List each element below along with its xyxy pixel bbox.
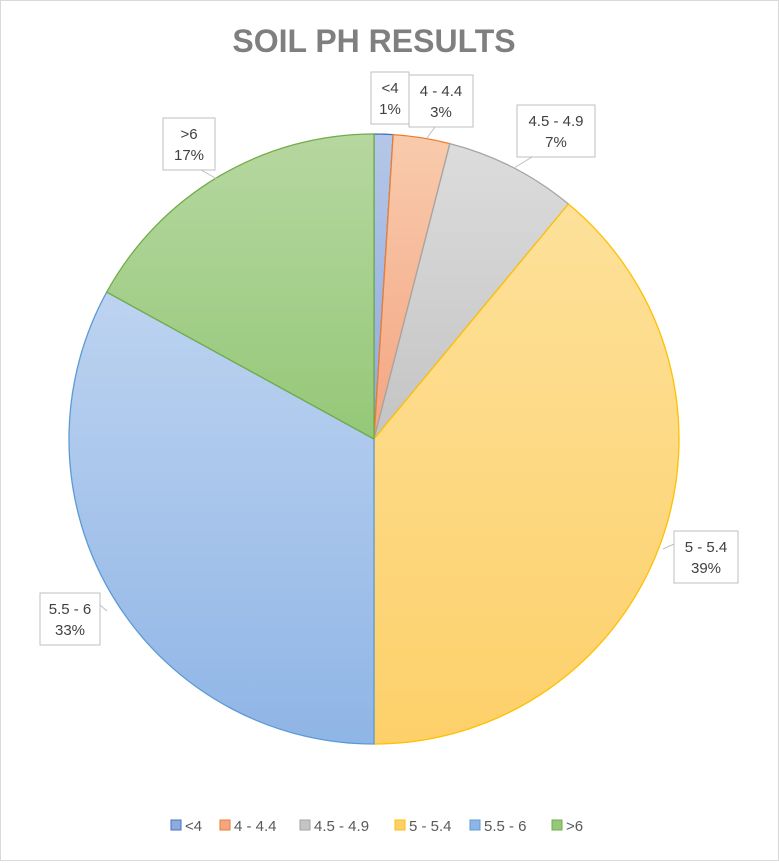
legend-label: 4 - 4.4 — [234, 818, 277, 835]
data-label-percent: 39% — [691, 560, 721, 577]
legend-label: 4.5 - 4.9 — [314, 818, 369, 835]
legend-item-6: >6 — [551, 818, 583, 835]
data-label-percent: 17% — [174, 147, 204, 164]
slice-5 — [68, 291, 375, 745]
data-label-3: 4.5 - 4.9 7% — [513, 104, 596, 169]
legend-swatch — [170, 819, 182, 831]
legend-swatch — [551, 819, 563, 831]
data-label-category: <4 — [381, 80, 398, 97]
legend-swatch — [394, 819, 406, 831]
legend: <4 4 - 4.4 4.5 - 4.9 5 - 5.4 5.5 - 6 >6 — [170, 818, 583, 835]
legend-label: <4 — [185, 818, 202, 835]
legend-swatch — [299, 819, 311, 831]
legend-label: 5 - 5.4 — [409, 818, 452, 835]
slice-6 — [105, 133, 375, 441]
data-label-category: 4 - 4.4 — [420, 83, 463, 100]
data-labels: <41%4 - 4.43%4.5 - 4.97%5 - 5.439%5.5 - … — [39, 71, 739, 646]
data-label-category: 4.5 - 4.9 — [528, 113, 583, 130]
chart-title: SOIL PH RESULTS — [232, 23, 515, 59]
data-label-percent: 3% — [430, 104, 452, 121]
legend-swatch — [219, 819, 231, 831]
pie-slices — [68, 133, 680, 745]
data-label-category: 5.5 - 6 — [49, 601, 92, 618]
legend-item-1: <4 — [170, 818, 202, 835]
data-label-percent: 33% — [55, 622, 85, 639]
data-label-5: 5.5 - 6 33% — [39, 592, 108, 646]
slice-4 — [373, 203, 680, 745]
legend-swatch — [469, 819, 481, 831]
data-label-category: >6 — [180, 126, 197, 143]
legend-item-3: 4.5 - 4.9 — [299, 818, 369, 835]
data-label-category: 5 - 5.4 — [685, 539, 728, 556]
data-label-percent: 7% — [545, 134, 567, 151]
data-label-2: 4 - 4.4 3% — [408, 74, 474, 139]
legend-label: 5.5 - 6 — [484, 818, 527, 835]
data-label-1: <41% — [370, 71, 410, 125]
legend-item-5: 5.5 - 6 — [469, 818, 527, 835]
slice-3 — [373, 142, 570, 440]
legend-label: >6 — [566, 818, 583, 835]
data-label-6: >617% — [162, 117, 218, 180]
data-label-percent: 1% — [379, 101, 401, 118]
legend-item-4: 5 - 5.4 — [394, 818, 452, 835]
legend-item-2: 4 - 4.4 — [219, 818, 277, 835]
data-label-4: 5 - 5.4 39% — [662, 530, 739, 584]
